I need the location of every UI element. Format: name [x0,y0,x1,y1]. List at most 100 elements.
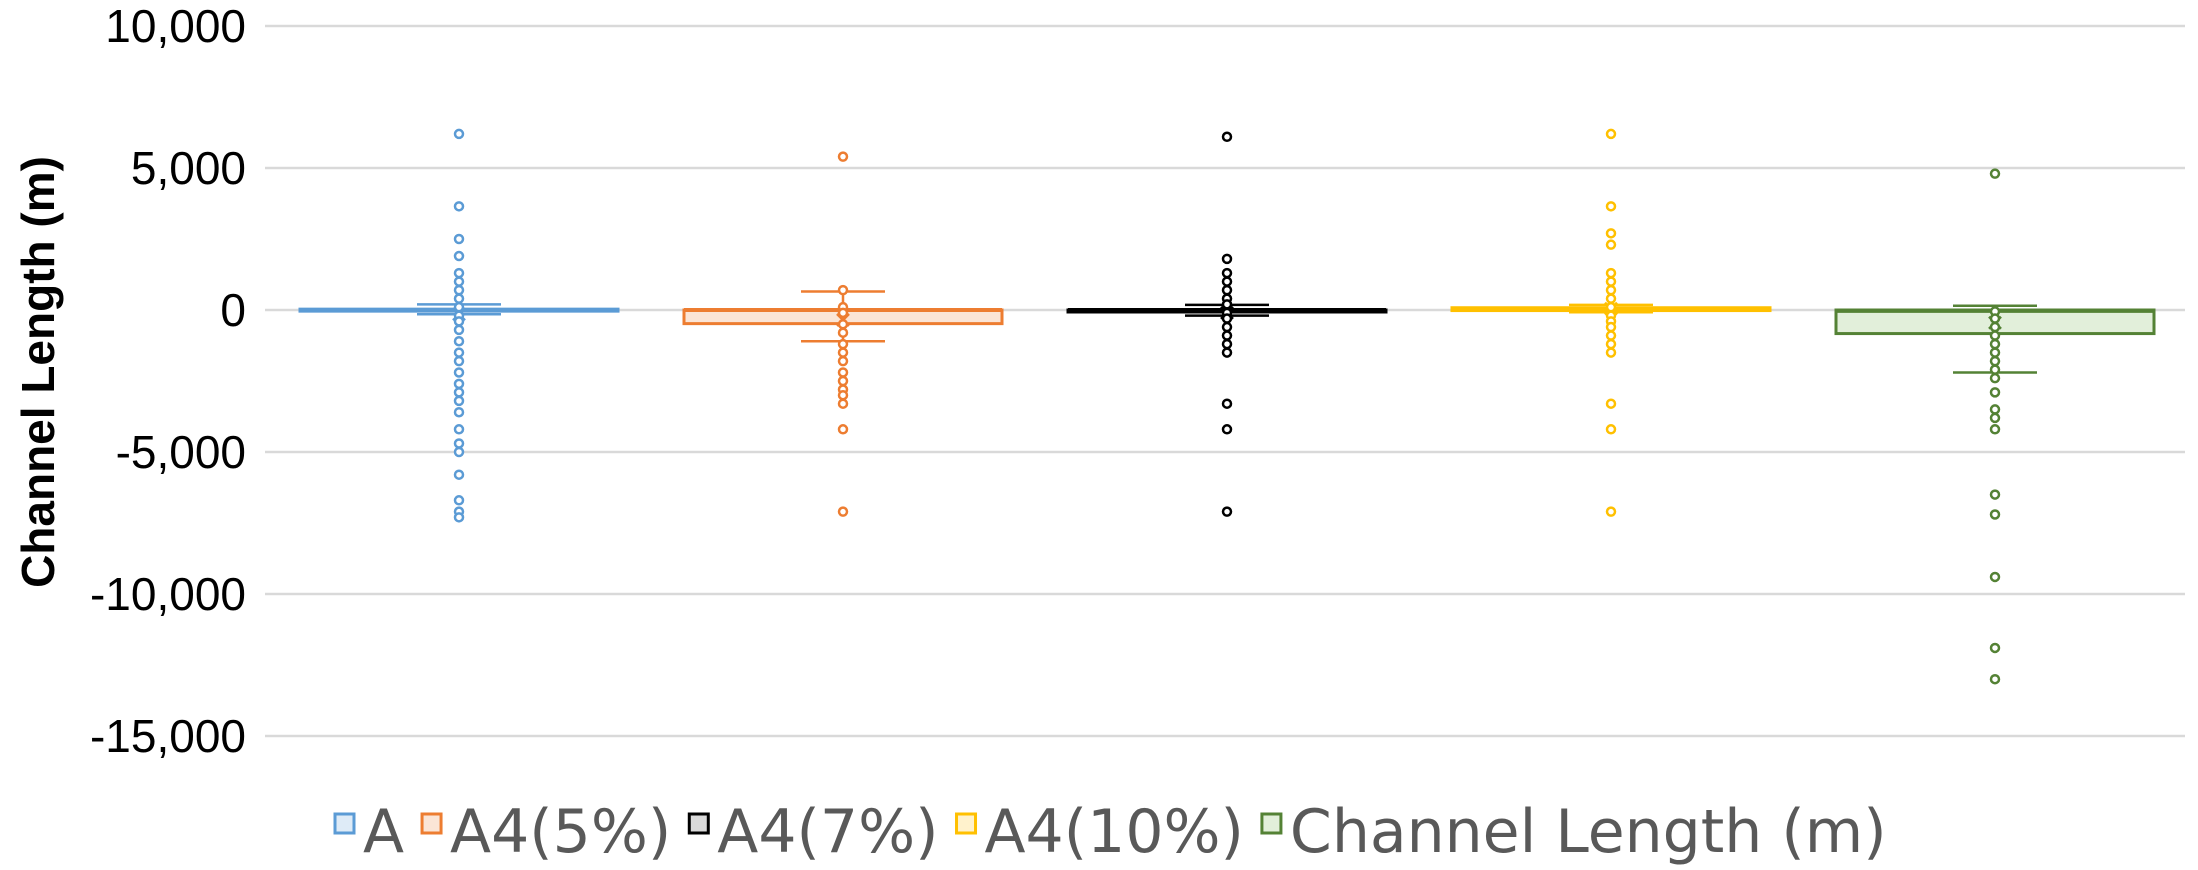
outlier-point [453,335,465,347]
outlier-point [453,324,465,336]
y-axis-label: Channel Length (m) [12,156,64,588]
outlier-point [837,355,849,367]
y-tick-label: -15,000 [90,710,246,762]
legend-label: A [363,797,404,867]
outlier-point [1605,398,1617,409]
outlier-point [837,424,849,435]
box-series-group [1450,128,1772,517]
outlier-point [1221,267,1233,279]
outlier-point [837,151,849,162]
box-series-group [1834,168,2156,685]
outlier-point [1221,253,1233,265]
outlier-point [1221,276,1233,287]
outlier-point [1221,321,1233,333]
outlier-point [453,316,465,327]
outlier-point [837,367,849,378]
legend-label: A4(10%) [985,797,1244,867]
outlier-point [1989,387,2001,398]
outlier-point [453,438,465,449]
outlier-point [1221,131,1233,143]
outlier-point [1221,398,1233,409]
outlier-point [837,389,849,401]
box-series-group [298,128,620,523]
y-tick-label: -5,000 [116,426,246,478]
outlier-point [1989,673,2001,685]
outlier-point [837,318,849,330]
outlier-point [1989,330,2001,341]
outlier-point [1221,506,1233,517]
outlier-point [453,406,465,418]
y-tick-label: 5,000 [131,142,246,194]
outlier-point [1989,321,2001,333]
outlier-point [837,327,849,338]
y-tick-label: -10,000 [90,568,246,620]
y-axis-tick-labels: 10,000 5,000 0 -5,000 -10,000 -15,000 [90,0,246,762]
outlier-point [1989,313,2001,324]
outlier-point [453,512,465,523]
outlier-point [1605,128,1617,140]
legend-label: Channel Length (m) [1290,797,1887,867]
outlier-point [453,301,465,313]
outlier-point [1605,506,1617,517]
outlier-point [453,233,465,245]
outlier-point [1605,228,1617,239]
legend-swatch [1260,812,1283,835]
legend-swatch [955,812,978,835]
outlier-point [1989,642,2001,654]
outlier-point [453,250,465,262]
outlier-point [1989,412,2001,424]
box-series [298,128,2156,685]
outlier-point [453,201,465,212]
legend-item: Channel Length (m) [1260,797,1887,867]
legend-swatch [420,812,443,835]
outlier-point [1221,424,1233,435]
outlier-point [1989,571,2001,583]
outlier-point [1989,168,2001,179]
outlier-point [1989,424,2001,435]
outlier-point [453,276,465,287]
outlier-point [1605,424,1617,435]
outlier-point [1605,267,1617,279]
legend-item: A4(7%) [687,797,939,867]
outlier-point [1605,321,1617,333]
outlier-point [1989,489,2001,500]
outlier-point [453,128,465,140]
y-tick-label: 10,000 [105,0,246,52]
legend-item: A4(10%) [955,797,1244,867]
legend-swatch [333,812,356,835]
box-series-group [682,151,1004,517]
outlier-point [1605,239,1617,250]
legend-item: A4(5%) [420,797,671,867]
legend-swatch [687,812,710,835]
outlier-point [1989,355,2001,367]
y-tick-label: 0 [220,284,246,336]
outlier-point [1605,201,1617,212]
outlier-point [1989,404,2001,415]
outlier-point [837,347,849,358]
outlier-point [453,267,465,279]
outlier-point [837,506,849,517]
outlier-point [1221,299,1233,310]
outlier-point [1605,276,1617,287]
outlier-point [453,284,465,296]
outlier-point [453,378,465,390]
box-series-group [1066,131,1388,517]
outlier-point [1989,372,2001,384]
outlier-point [1989,338,2001,350]
outlier-point [837,338,849,350]
outlier-point [1221,313,1233,324]
outlier-point [453,387,465,398]
outlier-point [1605,284,1617,296]
outlier-point [453,347,465,358]
outlier-point [453,495,465,506]
outlier-point [453,395,465,407]
outlier-point [1221,284,1233,296]
outlier-point [1989,364,2001,375]
outlier-point [1221,347,1233,358]
legend-item: A [333,797,404,867]
outlier-point [453,469,465,480]
outlier-point [1221,330,1233,341]
outlier-point [837,398,849,409]
outlier-point [837,375,849,387]
